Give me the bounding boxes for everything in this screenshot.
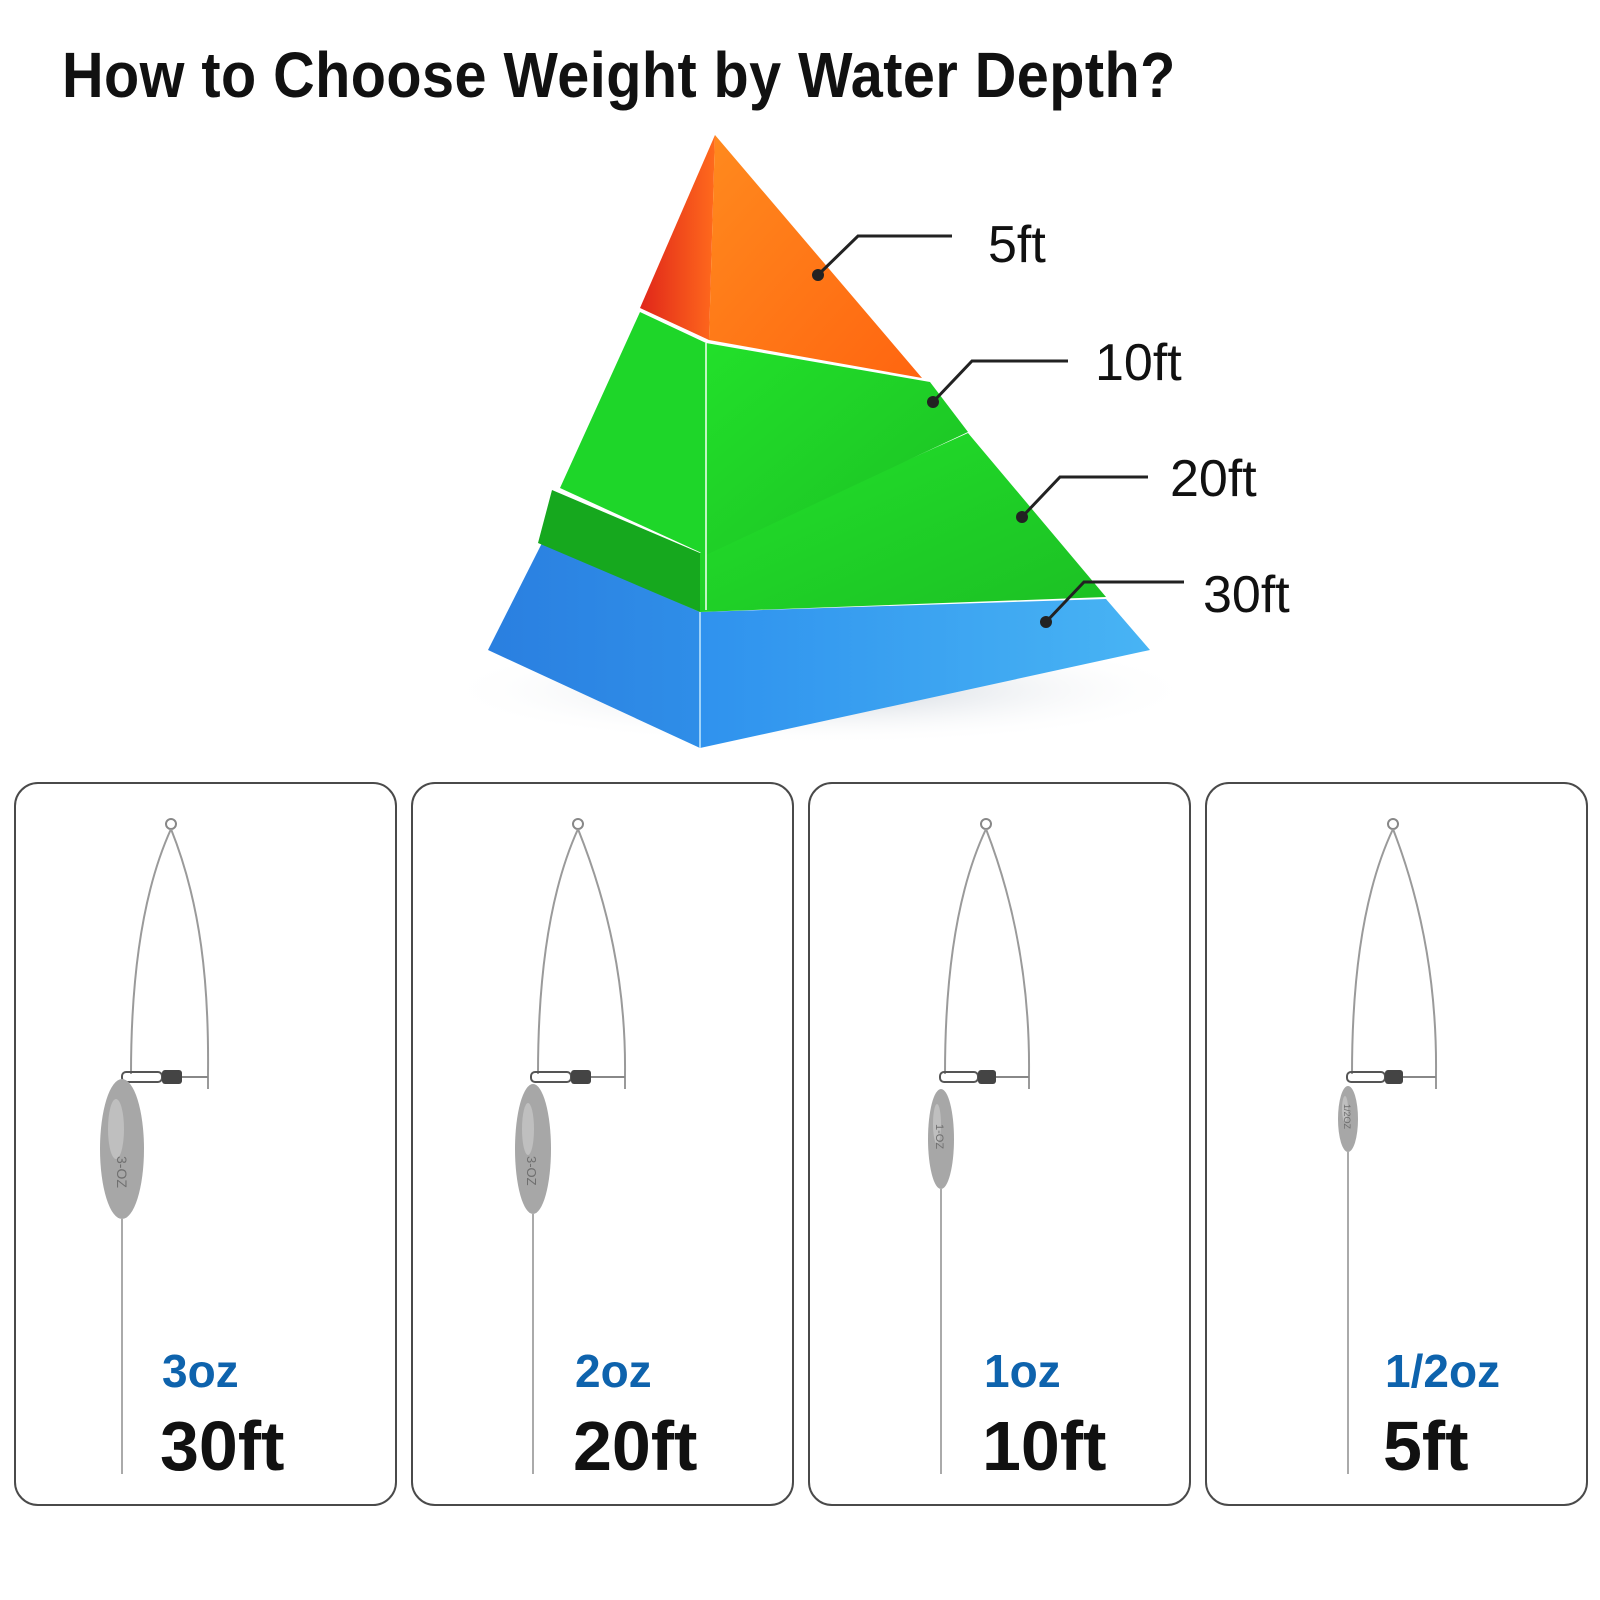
callout-20ft: 20ft (1016, 450, 1257, 523)
pyramid-layer-20ft-left (538, 490, 700, 612)
sinker-rig-3oz: 3-OZ (100, 818, 210, 1474)
pyramid-layer-5ft-right (709, 135, 922, 378)
sinker-rig-2oz: 3-OZ (515, 818, 627, 1474)
depth-label: 20ft (573, 1407, 698, 1485)
weight-label: 2oz (575, 1345, 652, 1397)
sinker-mark: 3-OZ (524, 1156, 539, 1186)
depth-label: 30ft (160, 1407, 285, 1485)
depth-label: 10ft (982, 1407, 1107, 1485)
callout-label-5ft: 5ft (988, 216, 1046, 274)
depth-pyramid: 5ft 10ft 20ft 30ft (440, 135, 1290, 748)
weight-cards: 3-OZ 3oz 30ft 3-OZ 2oz 20ft (0, 782, 1600, 1512)
callout-30ft: 30ft (1040, 566, 1290, 628)
weight-card-3oz: 3-OZ 3oz 30ft (14, 782, 397, 1506)
pyramid-layer-10ft-left (560, 312, 706, 555)
callout-label-20ft: 20ft (1170, 450, 1257, 508)
pyramid-layer-5ft-left (640, 135, 715, 340)
pyramid-layer-10ft-right (706, 343, 968, 555)
callout-5ft: 5ft (812, 216, 1046, 281)
weight-label: 1oz (984, 1345, 1061, 1397)
depth-label: 5ft (1383, 1407, 1469, 1485)
sinker-rig-half-oz: 1/2OZ (1338, 818, 1438, 1474)
sinker-mark: 1/2OZ (1342, 1104, 1352, 1130)
weight-card-1oz: 1-OZ 1oz 10ft (808, 782, 1191, 1506)
weight-card-2oz: 3-OZ 2oz 20ft (411, 782, 794, 1506)
weight-label: 1/2oz (1385, 1345, 1501, 1397)
page-title: How to Choose Weight by Water Depth? (62, 39, 1176, 111)
pyramid-layer-30ft-right (700, 599, 1150, 748)
sinker-rig-1oz: 1-OZ (928, 818, 1031, 1474)
callout-label-10ft: 10ft (1095, 334, 1182, 392)
pyramid-layer-30ft-left (488, 543, 700, 748)
callout-10ft: 10ft (927, 334, 1182, 408)
sinker-mark: 3-OZ (114, 1156, 130, 1188)
callout-label-30ft: 30ft (1203, 566, 1290, 624)
pyramid-layer-20ft-right (700, 433, 1106, 612)
weight-card-half-oz: 1/2OZ 1/2oz 5ft (1205, 782, 1588, 1506)
sinker-mark: 1-OZ (933, 1124, 945, 1149)
weight-label: 3oz (162, 1345, 239, 1397)
